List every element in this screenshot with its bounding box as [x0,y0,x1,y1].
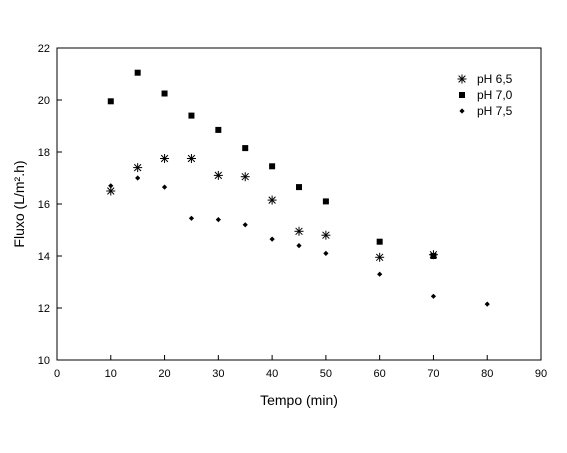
x-tick-label: 60 [374,368,386,380]
y-axis-title: Fluxo (L/m².h) [11,160,27,247]
data-point [213,170,223,180]
y-tick-label: 18 [38,147,50,159]
data-point [269,236,275,242]
data-point [242,222,248,228]
x-axis-title: Tempo (min) [260,392,338,408]
data-point [188,215,195,221]
data-point [430,293,437,299]
data-point [269,163,276,170]
y-tick-label: 12 [38,303,50,315]
data-point [240,172,250,182]
legend-label: pH 6,5 [477,72,513,86]
data-point [215,126,222,133]
x-tick-label: 40 [266,368,278,380]
data-point [375,252,385,262]
data-point [108,183,114,189]
data-point [430,253,437,259]
x-tick-label: 0 [54,368,60,380]
data-point [161,184,168,190]
x-tick-label: 50 [320,368,332,380]
data-point [323,250,329,256]
data-point [296,184,302,191]
data-point [294,226,304,236]
y-tick-label: 10 [38,355,50,367]
legend-label: pH 7,0 [477,88,513,102]
data-point [321,230,331,240]
data-point [133,163,143,173]
data-point [322,198,329,205]
legend: pH 6,5 pH 7,0 pH 7,5 [457,72,513,118]
data-point [107,98,114,105]
legend-label: pH 7,5 [477,104,513,118]
x-tick-label: 70 [427,368,439,380]
x-tick-label: 30 [212,368,224,380]
legend-marker [459,108,465,114]
data-point [134,69,141,76]
data-point [161,90,168,97]
y-tick-label: 14 [38,251,50,263]
data-point [296,243,302,249]
x-axis-ticks: 0 10 20 30 40 50 60 70 80 90 [54,355,547,380]
data-point [484,301,490,307]
legend-marker [457,74,467,84]
data-point [135,175,141,181]
legend-item: pH 7,0 [459,88,513,102]
data-point [160,154,170,163]
y-tick-label: 20 [38,95,50,107]
y-axis-ticks: 10 12 14 16 18 20 22 [38,43,62,367]
x-tick-label: 80 [481,368,493,380]
legend-marker [459,92,465,98]
x-tick-label: 20 [158,368,170,380]
x-tick-label: 10 [105,368,117,380]
plot-area-frame [56,47,542,361]
series-1 [106,154,438,262]
y-tick-label: 22 [38,43,50,55]
y-tick-label: 16 [38,199,50,211]
legend-item: pH 7,5 [459,104,513,118]
data-points [106,69,490,307]
data-point [186,154,196,163]
legend-item: pH 6,5 [457,72,513,86]
data-point [215,217,221,223]
data-point [267,195,277,205]
series-2 [107,69,437,259]
data-point [242,145,249,152]
series-3 [108,175,490,307]
data-point [188,112,195,119]
data-point [377,271,383,277]
x-tick-label: 90 [535,368,547,380]
data-point [376,238,383,245]
